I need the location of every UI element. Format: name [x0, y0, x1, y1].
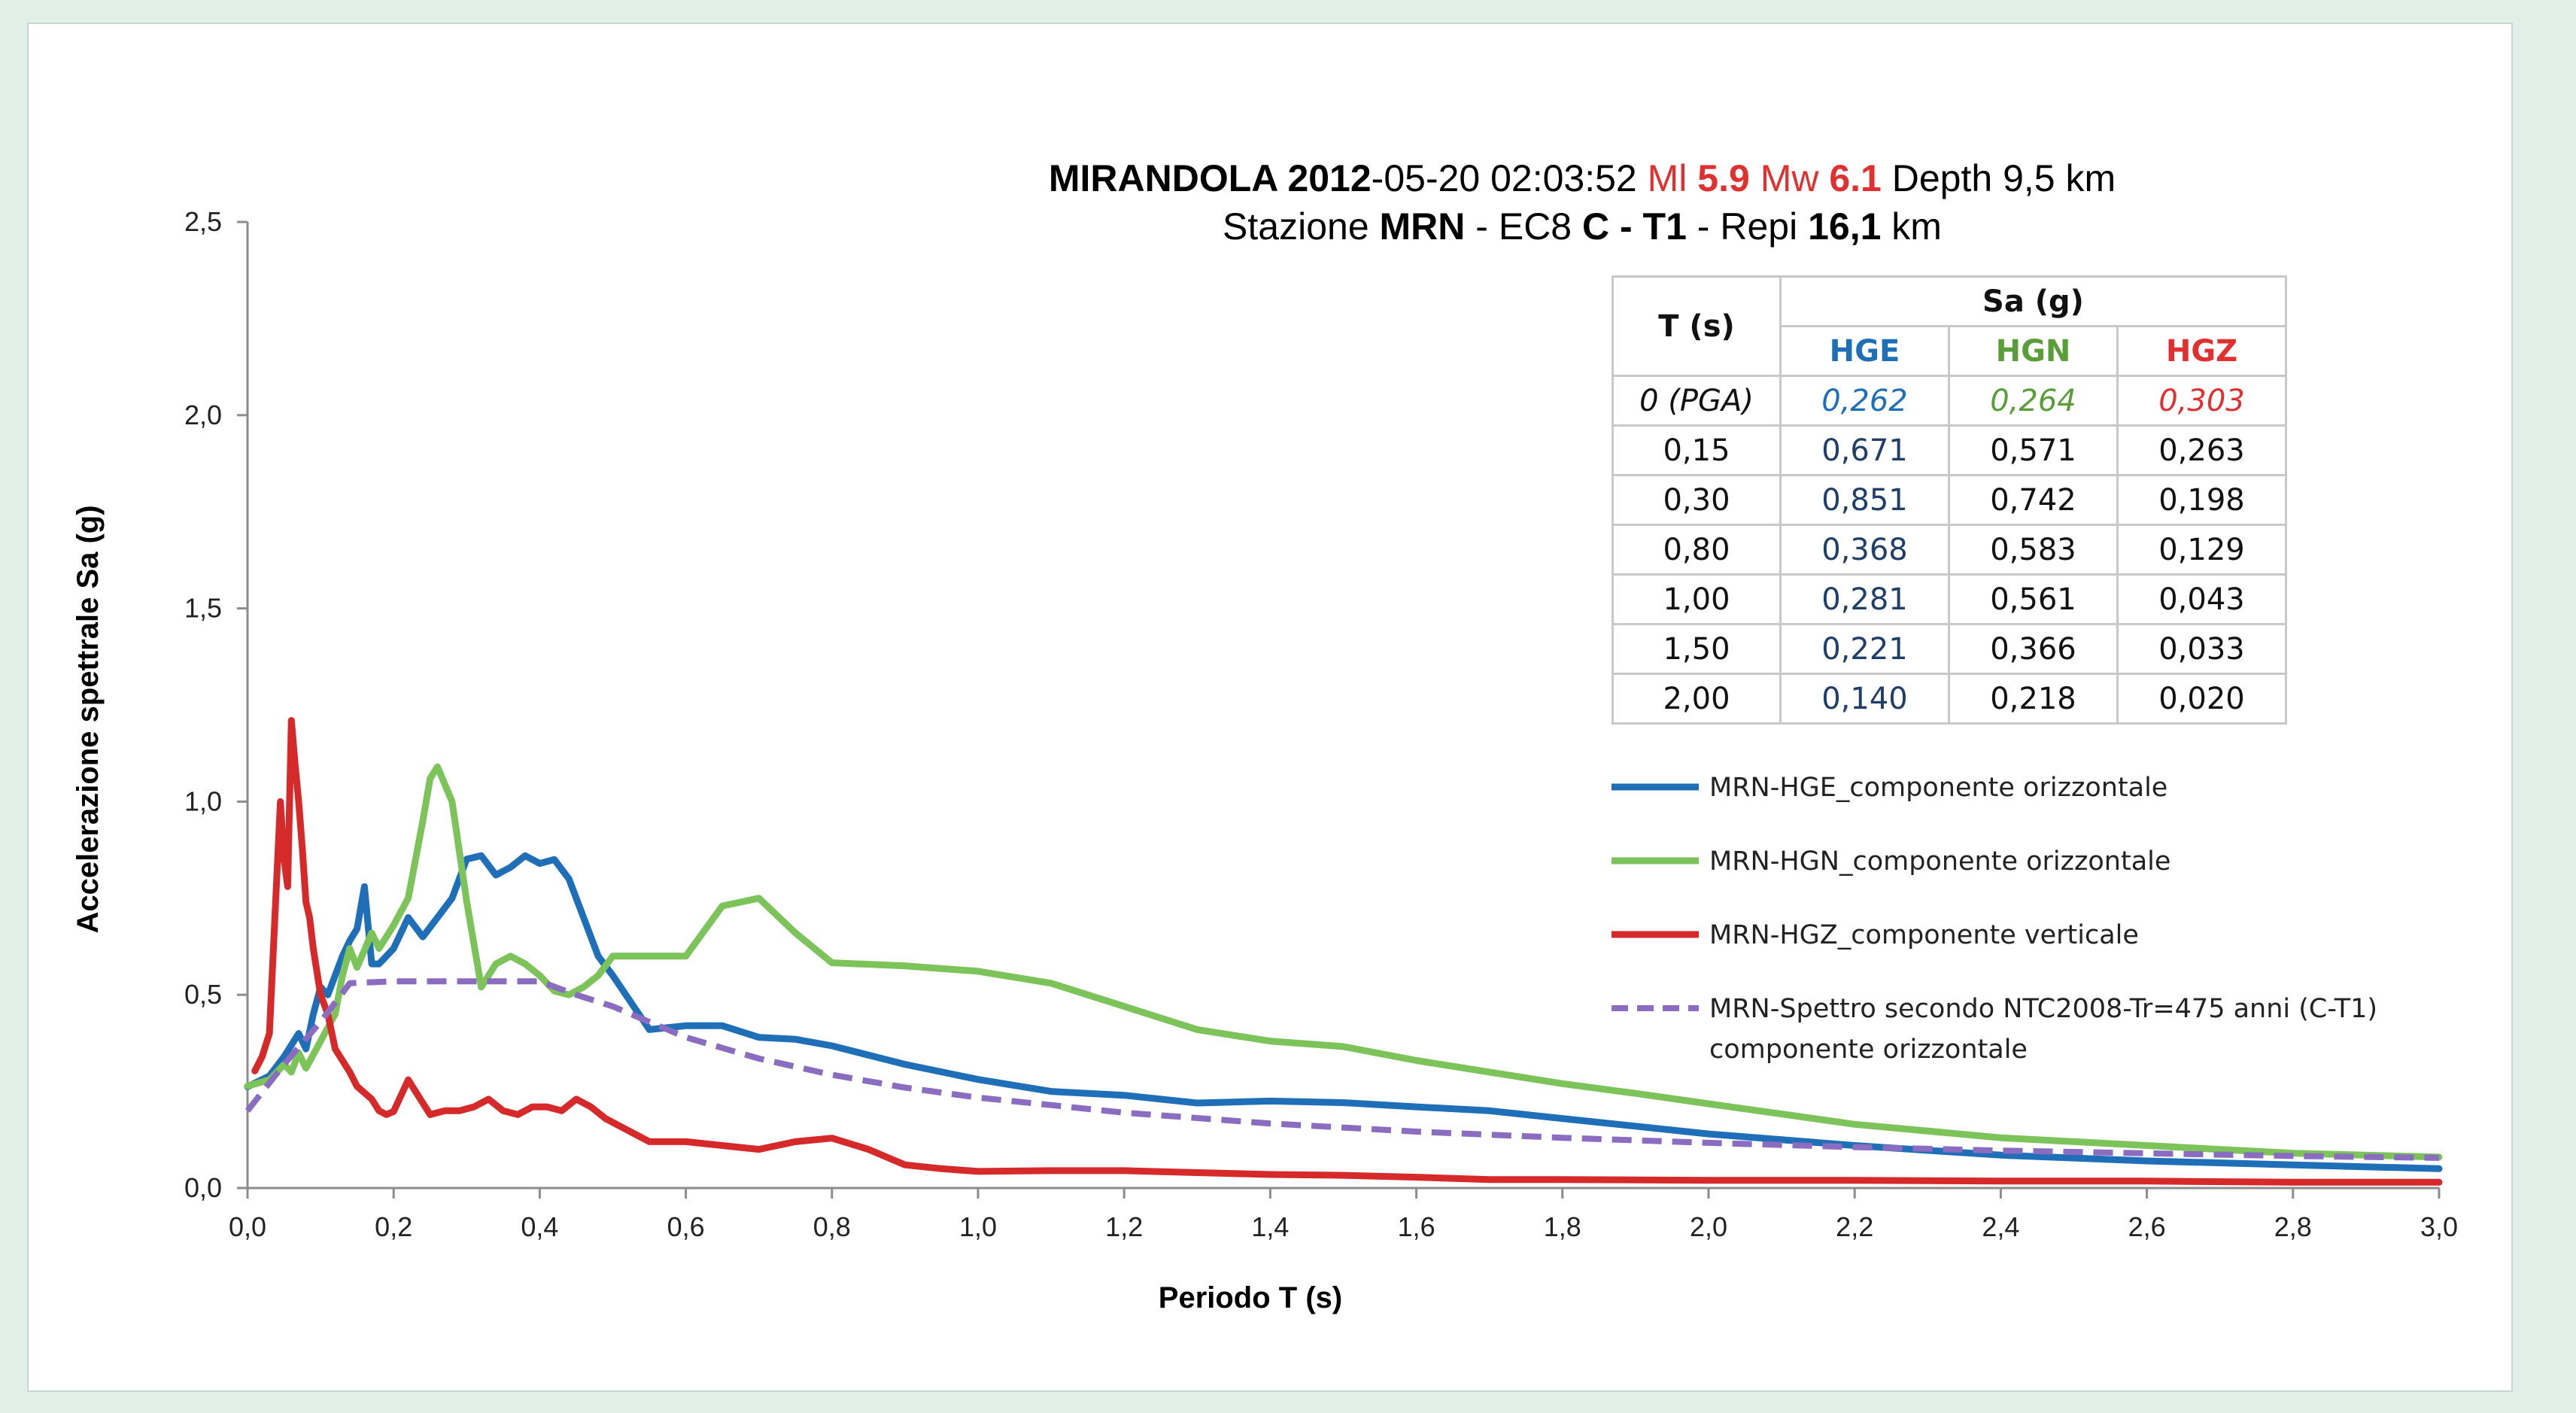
x-tick-label: 1,4: [1251, 1211, 1289, 1242]
table-header-hgn: HGN: [1948, 325, 2119, 377]
title1-part-3: Ml: [1648, 157, 1698, 199]
x-tick-label: 3,0: [2420, 1211, 2458, 1242]
legend-label-3: MRN-Spettro secondo NTC2008-Tr=475 anni …: [1709, 994, 2377, 1024]
sa-cell-hgz: 0,303: [2116, 375, 2287, 427]
series-layer: [244, 717, 2443, 1186]
x-tick-label: 1,0: [959, 1211, 997, 1242]
period-cell: 0,30: [1612, 474, 1782, 526]
x-tick-label: 2,6: [2128, 1211, 2166, 1242]
title1-part-0: MIRANDOLA: [1049, 157, 1288, 199]
legend-label-1: MRN-HGN_componente orizzontale: [1709, 846, 2170, 877]
axes: 0,0 0,2 0,4 0,6 0,8 1,0 1,2 1,4 1,6 1,8 2,0 2,2 2,4 2…: [184, 206, 2458, 1242]
table-row: 0,30 0,851 0,742 0,198: [1612, 474, 2287, 526]
legend-label-0: MRN-HGE_componente orizzontale: [1709, 773, 2167, 803]
chart-frame: MIRANDOLA 2012-05-20 02:03:52 Ml 5.9 Mw …: [27, 23, 2513, 1392]
y-axis-label: Accelerazione spettrale Sa (g): [71, 505, 105, 933]
sa-cell-hge: 0,851: [1779, 474, 1950, 526]
title1-part-5: Mw: [1750, 157, 1830, 199]
period-cell: 1,00: [1612, 573, 1782, 625]
y-tick-label: 1,0: [184, 786, 222, 816]
title1-part-2: -05-20 02:03:52: [1372, 157, 1648, 199]
sa-cell-hge: 0,262: [1779, 375, 1950, 427]
title2-part-6: km: [1881, 205, 1942, 248]
sa-cell-hge: 0,671: [1779, 424, 1950, 476]
table-header-sa: Sa (g): [1779, 275, 2287, 327]
spectrum-chart: MIRANDOLA 2012-05-20 02:03:52 Ml 5.9 Mw …: [71, 157, 2458, 1314]
y-tick-label: 0,0: [184, 1172, 222, 1203]
legend-label-3-line1: componente orizzontale: [1709, 1035, 2028, 1065]
sa-cell-hgn: 0,583: [1948, 524, 2119, 576]
sa-cell-hgn: 0,571: [1948, 424, 2119, 476]
sa-cell-hge: 0,221: [1779, 623, 1950, 675]
title2-part-1: MRN: [1380, 205, 1466, 248]
period-cell: 1,50: [1612, 623, 1782, 675]
sa-cell-hge: 0,140: [1779, 673, 1950, 725]
x-tick-label: 0,2: [375, 1211, 412, 1242]
table-row: 1,00 0,281 0,561 0,043: [1612, 573, 2287, 625]
table-row: 1,50 0,221 0,366 0,033: [1612, 623, 2287, 675]
legend: MRN-HGE_componente orizzontale MRN-HGN_co…: [1612, 773, 2377, 1065]
title1-part-4: 5.9: [1697, 157, 1750, 199]
table-row: 0,15 0,671 0,571 0,263: [1612, 424, 2287, 476]
title1-part-1: 2012: [1287, 157, 1371, 199]
sa-cell-hgz: 0,020: [2116, 673, 2287, 725]
series-line-mrn-hgn-componente-orizzontale: [244, 763, 2443, 1161]
x-tick-label: 0,6: [667, 1211, 705, 1242]
chart-title-line2: Stazione MRN - EC8 C - T1 - Repi 16,1 km: [1223, 205, 1942, 248]
title2-part-4: - Repi: [1687, 205, 1808, 248]
series-line-mrn-spettro-secondo-ntc2008-tr-475-anni-: [245, 978, 2440, 1161]
y-tick-label: 0,5: [184, 979, 222, 1010]
sa-cell-hgz: 0,033: [2116, 623, 2287, 675]
x-tick-label: 1,2: [1105, 1211, 1143, 1242]
title2-part-5: 16,1: [1808, 205, 1881, 248]
table-header-hgz: HGZ: [2116, 325, 2287, 377]
series-line-mrn-hgz-componente-verticale: [251, 717, 2443, 1186]
period-cell: 0,80: [1612, 524, 1782, 576]
title2-part-3: C - T1: [1582, 205, 1687, 248]
chart-title-line1: MIRANDOLA 2012-05-20 02:03:52 Ml 5.9 Mw …: [1049, 157, 2116, 199]
sa-cell-hgz: 0,263: [2116, 424, 2287, 476]
x-tick-label: 2,0: [1690, 1211, 1727, 1242]
period-cell: 0 (PGA): [1612, 375, 1782, 427]
legend-label-2: MRN-HGZ_componente verticale: [1709, 920, 2139, 950]
x-tick-label: 2,8: [2274, 1211, 2312, 1242]
sa-cell-hgz: 0,129: [2116, 524, 2287, 576]
title1-part-7: Depth 9,5 km: [1882, 157, 2116, 199]
x-tick-label: 1,8: [1544, 1211, 1581, 1242]
sa-cell-hge: 0,281: [1779, 573, 1950, 625]
title2-part-2: - EC8: [1465, 205, 1582, 248]
table-header-period: T (s): [1612, 275, 1782, 377]
y-tick-label: 2,0: [184, 400, 222, 430]
period-cell: 2,00: [1612, 673, 1782, 725]
sa-cell-hgn: 0,264: [1948, 375, 2119, 427]
period-cell: 0,15: [1612, 424, 1782, 476]
sa-cell-hge: 0,368: [1779, 524, 1950, 576]
x-tick-label: 0,4: [521, 1211, 558, 1242]
x-tick-label: 2,2: [1836, 1211, 1873, 1242]
title2-part-0: Stazione: [1223, 205, 1379, 248]
table-row: 2,00 0,140 0,218 0,020: [1612, 673, 2287, 725]
y-tick-label: 2,5: [184, 206, 222, 237]
sa-cell-hgz: 0,043: [2116, 573, 2287, 625]
table-row: 0,80 0,368 0,583 0,129: [1612, 524, 2287, 576]
y-tick-label: 1,5: [184, 593, 222, 624]
table-row: 0 (PGA) 0,262 0,264 0,303: [1612, 375, 2287, 427]
sa-cell-hgn: 0,366: [1948, 623, 2119, 675]
sa-cell-hgn: 0,742: [1948, 474, 2119, 526]
x-tick-label: 1,6: [1398, 1211, 1435, 1242]
title1-part-6: 6.1: [1829, 157, 1882, 199]
table-header-hge: HGE: [1779, 325, 1950, 377]
spectral-values-table: T (s) Sa (g) HGE HGN HGZ 0 (PGA) 0,262 0,2…: [1612, 275, 2287, 725]
x-tick-label: 0,8: [813, 1211, 851, 1242]
series-line-mrn-hge-componente-orizzontale: [244, 852, 2443, 1172]
sa-cell-hgn: 0,218: [1948, 673, 2119, 725]
x-axis-label: Periodo T (s): [1159, 1281, 1342, 1314]
sa-cell-hgn: 0,561: [1948, 573, 2119, 625]
x-tick-label: 2,4: [1982, 1211, 2019, 1242]
sa-cell-hgz: 0,198: [2116, 474, 2287, 526]
x-tick-label: 0,0: [229, 1211, 266, 1242]
